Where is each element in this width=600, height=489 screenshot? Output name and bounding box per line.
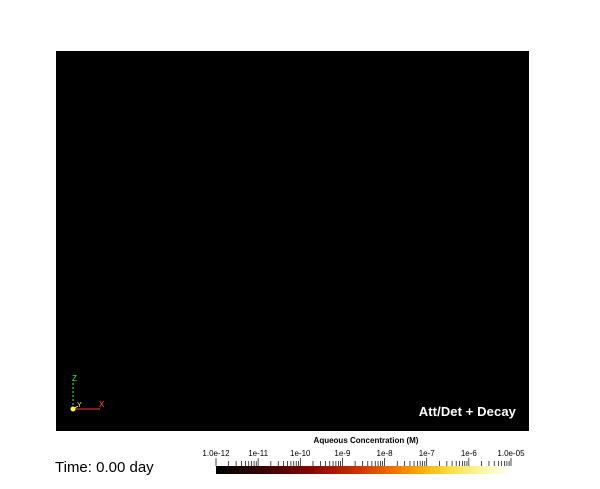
colorbar-ticks	[215, 458, 512, 466]
origin-dot	[70, 406, 76, 412]
x-axis-label: X	[99, 400, 105, 409]
colorbar-tick-label: 1.0e-12	[202, 449, 230, 458]
colorbar-tick-label: 1e-6	[460, 449, 477, 458]
colorbar-tick-label: 1e-11	[248, 449, 269, 458]
y-axis-label: Y	[77, 402, 82, 409]
colorbar-tick-label: 1e-7	[418, 449, 435, 458]
colorbar-tick-label: 1.0e-05	[497, 449, 525, 458]
colorbar-gradient	[216, 466, 511, 474]
colorbar-tick-label: 1e-9	[334, 449, 351, 458]
scene-title: Att/Det + Decay	[418, 404, 516, 419]
time-annotation: Time: 0.00 day	[55, 459, 154, 476]
colorbar-tick-label: 1e-8	[376, 449, 393, 458]
color-legend: Aqueous Concentration (M) 1.0e-12 1e-11 1e…	[196, 436, 536, 480]
colorbar-tick-label: 1e-10	[290, 449, 311, 458]
render-viewport[interactable]: Z Y X Att/Det + Decay	[56, 51, 529, 431]
orientation-axes-icon: Z Y X	[70, 374, 105, 412]
colorbar-title: Aqueous Concentration (M)	[313, 436, 419, 445]
z-axis-label: Z	[72, 374, 77, 383]
